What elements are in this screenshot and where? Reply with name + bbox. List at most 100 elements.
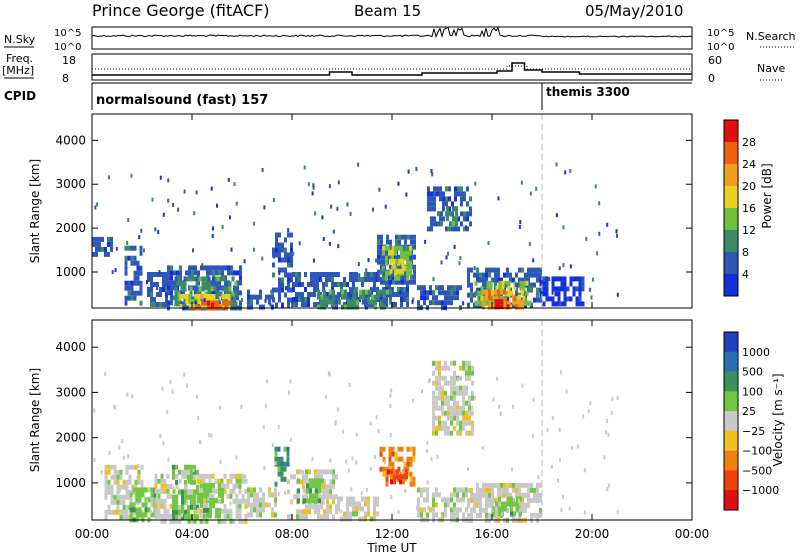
velocity-cell xyxy=(412,456,416,462)
velocity-cell xyxy=(441,497,444,503)
colorbar-tick-label: 28 xyxy=(742,136,756,149)
power-cell xyxy=(127,295,131,301)
x-axis-label: Time UT xyxy=(366,541,417,554)
velocity-cell xyxy=(144,497,148,503)
power-cell xyxy=(207,281,211,287)
power-cell xyxy=(400,255,403,261)
velocity-cell xyxy=(200,512,203,518)
velocity-cell xyxy=(435,425,438,431)
velocity-cell xyxy=(299,479,302,485)
power-cell xyxy=(319,292,322,297)
power-cell xyxy=(554,286,558,292)
power-cell xyxy=(167,290,170,296)
power-cell xyxy=(380,304,383,310)
velocity-cell xyxy=(456,400,459,406)
nave-tick-top: 60 xyxy=(708,54,722,67)
power-cell xyxy=(460,186,463,192)
velocity-speck xyxy=(577,444,580,449)
power-cell xyxy=(170,285,173,291)
velocity-speck xyxy=(498,404,501,409)
velocity-cell xyxy=(221,492,224,498)
velocity-cell xyxy=(104,484,108,490)
power-cell xyxy=(320,294,323,300)
power-cell xyxy=(136,275,140,281)
power-cell xyxy=(386,289,389,295)
velocity-cell xyxy=(166,483,170,489)
power-cell xyxy=(107,241,110,247)
velocity-cell xyxy=(104,469,108,475)
velocity-cell xyxy=(426,487,429,493)
power-cell xyxy=(413,254,416,260)
colorbar-tick-label: 12 xyxy=(742,224,756,237)
power-cell xyxy=(310,277,313,282)
velocity-cell xyxy=(226,508,230,514)
power-speck xyxy=(358,273,361,278)
velocity-cell xyxy=(196,473,200,479)
velocity-cell xyxy=(444,390,447,396)
velocity-cell xyxy=(494,497,497,503)
power-cell xyxy=(346,297,349,302)
velocity-cell xyxy=(444,497,447,503)
velocity-speck xyxy=(497,493,500,498)
power-cell xyxy=(316,282,319,287)
velocity-cell xyxy=(471,395,474,401)
velocity-speck xyxy=(397,510,400,515)
power-cell xyxy=(284,267,287,273)
velocity-cell xyxy=(154,498,158,504)
velocity-cell xyxy=(187,474,190,480)
power-cell xyxy=(380,234,383,240)
power-cell xyxy=(413,239,416,245)
power-cell xyxy=(477,295,481,301)
velocity-cell xyxy=(205,473,209,479)
power-speck xyxy=(264,298,267,303)
velocity-cell xyxy=(462,410,465,416)
velocity-cell xyxy=(268,502,271,508)
velocity-cell xyxy=(181,509,184,515)
power-cell xyxy=(368,289,371,295)
velocity-cell xyxy=(202,473,206,479)
velocity-cell xyxy=(471,430,474,436)
power-cell xyxy=(216,296,220,302)
velocity-cell xyxy=(453,410,456,416)
power-cell xyxy=(298,282,301,287)
power-cell xyxy=(124,265,128,271)
power-cell xyxy=(177,301,181,307)
power-cell xyxy=(444,300,447,306)
velocity-cell xyxy=(277,466,281,472)
power-cell xyxy=(380,244,383,250)
power-cell xyxy=(400,245,403,251)
power-cell xyxy=(470,267,473,273)
power-cell xyxy=(539,287,542,293)
power-cell xyxy=(156,292,159,297)
nsky-trace xyxy=(91,26,693,39)
power-cell xyxy=(216,291,220,297)
velocity-cell xyxy=(202,513,206,519)
power-cell xyxy=(156,272,159,277)
velocity-speck xyxy=(162,441,165,446)
velocity-speck xyxy=(390,495,393,500)
velocity-cell xyxy=(518,492,521,498)
power-colorbar-label: Power [dB] xyxy=(760,163,774,228)
power-cell xyxy=(385,287,388,292)
velocity-cell xyxy=(232,473,236,479)
power-cell xyxy=(430,226,433,232)
power-cell xyxy=(130,285,134,291)
velocity-cell xyxy=(471,390,474,396)
power-cell xyxy=(432,295,435,301)
velocity-cell xyxy=(332,484,335,490)
velocity-cell xyxy=(208,473,212,479)
power-cell xyxy=(101,246,104,252)
velocity-cell xyxy=(485,512,488,518)
beam-title: Beam 15 xyxy=(354,2,421,20)
power-cell xyxy=(533,267,536,273)
velocity-speck xyxy=(197,416,200,420)
velocity-cell xyxy=(435,385,438,391)
power-cell xyxy=(104,246,107,252)
velocity-speck xyxy=(167,457,170,462)
power-cell xyxy=(453,295,456,301)
power-cell xyxy=(413,269,416,275)
power-cell xyxy=(551,281,555,287)
power-cell xyxy=(394,275,397,281)
velocity-speck xyxy=(560,370,563,375)
velocity-cell xyxy=(104,509,108,515)
